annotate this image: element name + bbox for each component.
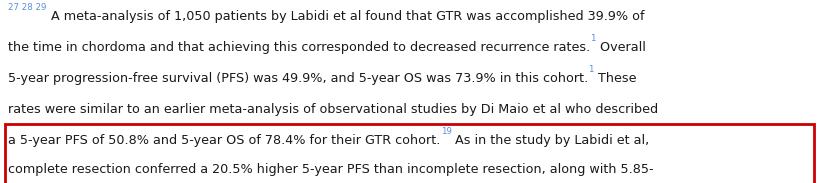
Text: 27 28 29: 27 28 29 <box>8 3 47 12</box>
Text: the time in chordoma and that achieving this corresponded to decreased recurrenc: the time in chordoma and that achieving … <box>8 41 590 54</box>
Text: rates were similar to an earlier meta-analysis of observational studies by Di Ma: rates were similar to an earlier meta-an… <box>8 103 658 116</box>
Text: A meta-analysis of 1,050 patients by Labidi et al found that GTR was accomplishe: A meta-analysis of 1,050 patients by Lab… <box>47 10 644 23</box>
Text: As in the study by Labidi et al,: As in the study by Labidi et al, <box>451 134 649 147</box>
Text: 19: 19 <box>441 127 451 136</box>
Text: These: These <box>594 72 636 85</box>
Text: Overall: Overall <box>596 41 646 54</box>
Text: 1: 1 <box>588 65 594 74</box>
Text: a 5-year PFS of 50.8% and 5-year OS of 78.4% for their GTR cohort.: a 5-year PFS of 50.8% and 5-year OS of 7… <box>8 134 441 147</box>
Text: 5-year progression-free survival (PFS) was 49.9%, and 5-year OS was 73.9% in thi: 5-year progression-free survival (PFS) w… <box>8 72 588 85</box>
Text: complete resection conferred a 20.5% higher 5-year PFS than incomplete resection: complete resection conferred a 20.5% hig… <box>8 163 654 176</box>
Text: 1: 1 <box>590 34 596 43</box>
